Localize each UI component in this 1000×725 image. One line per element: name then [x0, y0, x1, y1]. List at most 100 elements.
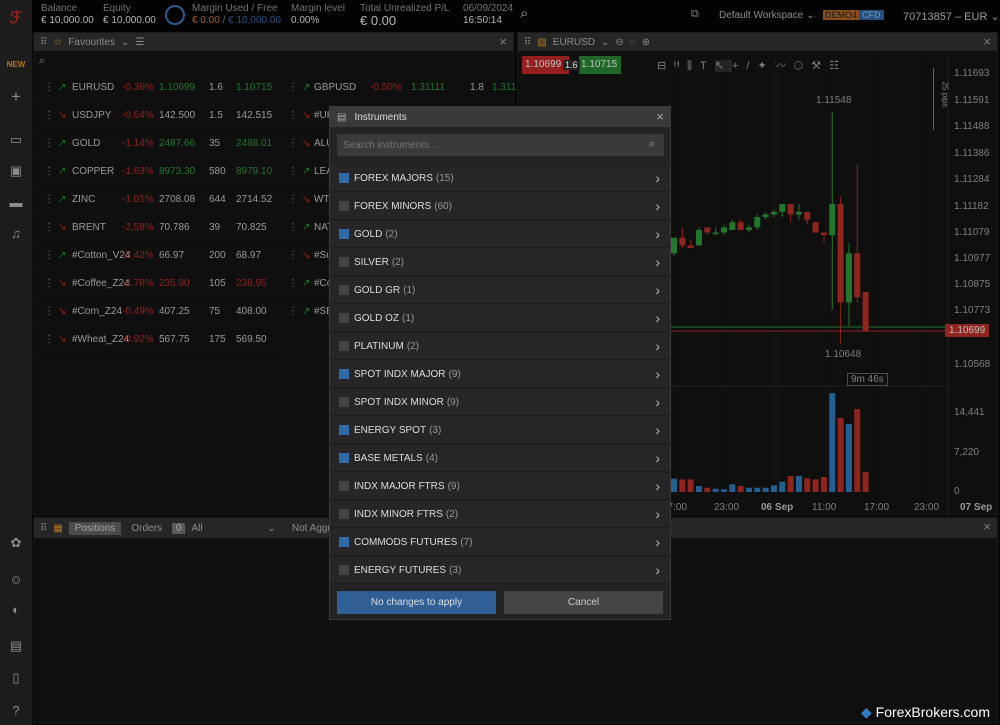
- more-icon[interactable]: ⋮: [288, 166, 298, 177]
- chevron-right-icon[interactable]: ›: [655, 394, 660, 410]
- drag-handle-icon[interactable]: ⠿: [40, 36, 48, 48]
- more-icon[interactable]: ⋮: [44, 250, 54, 261]
- favourite-row[interactable]: ⋮ ↗ COPPER -1.63% 8973.30 580 8979.10: [34, 158, 284, 186]
- chat-icon[interactable]: ▭: [9, 132, 23, 147]
- favourite-row[interactable]: ⋮ ↘ #Coffee_Z24 -2.78% 235.90 105 236.95: [34, 270, 284, 298]
- ask[interactable]: 408.00: [236, 306, 267, 317]
- drag-handle-icon[interactable]: ⠿: [40, 522, 48, 534]
- category-checkbox[interactable]: [339, 481, 349, 491]
- bell-icon[interactable]: ♫: [11, 226, 21, 241]
- favourite-row[interactable]: ⋮ ↘ #Corn_Z24 -0.49% 407.25 75 408.00: [34, 298, 284, 326]
- indicator-icon[interactable]: ⊟: [657, 60, 675, 72]
- paint-icon[interactable]: ⚒: [811, 60, 830, 72]
- chevron-right-icon[interactable]: ›: [655, 450, 660, 466]
- document-icon[interactable]: ▯: [12, 670, 20, 685]
- category-item[interactable]: GOLD OZ (1) ›: [330, 305, 670, 332]
- new-icon[interactable]: NEW: [6, 60, 26, 69]
- theme-icon[interactable]: ◐: [12, 602, 20, 617]
- chevron-right-icon[interactable]: ›: [655, 422, 660, 438]
- account-select[interactable]: 70713857 – EUR ⌄: [903, 11, 1000, 23]
- favourite-row[interactable]: ⋮ ↘ #Wheat_Z24 -0.92% 567.75 175 569.50: [34, 326, 284, 354]
- more-icon[interactable]: ⋮: [288, 110, 298, 121]
- settings-icon[interactable]: ✿: [10, 535, 22, 550]
- chart-type-icon[interactable]: ⫼: [686, 60, 700, 72]
- favourite-row[interactable]: ⋮ ↘ USDJPY -0.64% 142.500 1.5 142.515: [34, 102, 284, 130]
- more-icon[interactable]: ⋮: [44, 166, 54, 177]
- bid[interactable]: 66.97: [159, 250, 185, 261]
- chevron-right-icon[interactable]: ›: [655, 226, 660, 242]
- chart-symbol[interactable]: EURUSD: [552, 36, 596, 48]
- category-item[interactable]: INDX MAJOR FTRS (9) ›: [330, 473, 670, 500]
- bid[interactable]: 70.786: [159, 222, 190, 233]
- more-icon[interactable]: ⋮: [288, 222, 298, 233]
- chevron-right-icon[interactable]: ›: [655, 478, 660, 494]
- category-checkbox[interactable]: [339, 201, 349, 211]
- more-icon[interactable]: ⋮: [288, 306, 298, 317]
- cursor-icon[interactable]: ↖: [714, 60, 732, 72]
- category-checkbox[interactable]: [339, 229, 349, 239]
- sell-button[interactable]: 1.10699: [522, 56, 569, 74]
- timeframe-icon[interactable]: ᴴ: [674, 60, 687, 72]
- category-checkbox[interactable]: [339, 341, 349, 351]
- category-item[interactable]: SILVER (2) ›: [330, 249, 670, 276]
- chevron-right-icon[interactable]: ›: [655, 338, 660, 354]
- drag-handle-icon[interactable]: ⠿: [524, 36, 532, 48]
- workspace-switch-icon[interactable]: ⧉: [691, 8, 699, 20]
- bid[interactable]: 407.25: [159, 306, 190, 317]
- zoom-in-icon[interactable]: ⊕: [641, 36, 651, 48]
- more-icon[interactable]: ⋮: [288, 278, 298, 289]
- chevron-right-icon[interactable]: ›: [655, 198, 660, 214]
- category-checkbox[interactable]: [339, 453, 349, 463]
- zoom-out-icon[interactable]: ⊖: [615, 36, 624, 48]
- search-icon[interactable]: ⌕: [520, 5, 529, 22]
- bid[interactable]: 2487.66: [159, 138, 196, 149]
- message-icon[interactable]: ▤: [9, 638, 23, 653]
- category-checkbox[interactable]: [339, 509, 349, 519]
- category-item[interactable]: PLATINUM (2) ›: [330, 333, 670, 360]
- category-item[interactable]: FOREX MAJORS (15) ›: [330, 165, 670, 192]
- buy-button[interactable]: 1.10715: [579, 56, 621, 74]
- shapes-icon[interactable]: ⬡: [793, 60, 812, 72]
- favourite-row[interactable]: ⋮ ↗ #Cotton_V24 -3.42% 66.97 200 68.97: [34, 242, 284, 270]
- chart-icon[interactable]: ▣: [9, 163, 23, 178]
- chevron-right-icon[interactable]: ›: [655, 562, 660, 578]
- more-icon[interactable]: ⋮: [288, 194, 298, 205]
- more-icon[interactable]: ⋮: [288, 82, 298, 93]
- more-icon[interactable]: ⋮: [288, 138, 298, 149]
- category-item[interactable]: GOLD (2) ›: [330, 221, 670, 248]
- search-input[interactable]: [337, 134, 664, 156]
- more-icon[interactable]: ⋮: [44, 194, 54, 205]
- aggregation-select[interactable]: Not Aggregat: [291, 522, 351, 534]
- chevron-right-icon[interactable]: ›: [655, 282, 660, 298]
- ask[interactable]: 569.50: [236, 334, 267, 345]
- ask[interactable]: 68.97: [236, 250, 262, 261]
- text-icon[interactable]: T: [700, 60, 715, 72]
- more-icon[interactable]: ⋮: [44, 222, 54, 233]
- more-icon[interactable]: ⋮: [44, 278, 54, 289]
- category-checkbox[interactable]: [339, 537, 349, 547]
- category-checkbox[interactable]: [339, 285, 349, 295]
- category-item[interactable]: SPOT INDX MINOR (9) ›: [330, 389, 670, 416]
- category-checkbox[interactable]: [339, 397, 349, 407]
- more-icon[interactable]: ⋮: [44, 138, 54, 149]
- close-icon[interactable]: ×: [656, 109, 664, 124]
- search-icon[interactable]: ⌕: [39, 55, 46, 67]
- chevron-right-icon[interactable]: ›: [655, 366, 660, 382]
- chevron-down-icon[interactable]: ⌄: [601, 36, 610, 48]
- category-checkbox[interactable]: [339, 369, 349, 379]
- close-icon[interactable]: ×: [983, 519, 991, 534]
- category-item[interactable]: ENERGY SPOT (3) ›: [330, 417, 670, 444]
- category-item[interactable]: ENERGY FUTURES (3) ›: [330, 557, 670, 584]
- bid[interactable]: 1.10699: [159, 82, 196, 93]
- search-icon[interactable]: ⌕: [649, 138, 656, 150]
- ask[interactable]: 2714.52: [236, 194, 273, 205]
- category-checkbox[interactable]: [339, 313, 349, 323]
- workspace-select[interactable]: Default Workspace ⌄: [719, 10, 815, 21]
- ask[interactable]: 142.515: [236, 110, 273, 121]
- category-item[interactable]: SPOT INDX MAJOR (9) ›: [330, 361, 670, 388]
- bid[interactable]: 567.75: [159, 334, 190, 345]
- category-item[interactable]: COMMODS FUTURES (7) ›: [330, 529, 670, 556]
- chevron-right-icon[interactable]: ›: [655, 254, 660, 270]
- filter-select[interactable]: All: [191, 522, 203, 534]
- ask[interactable]: 236.95: [236, 278, 267, 289]
